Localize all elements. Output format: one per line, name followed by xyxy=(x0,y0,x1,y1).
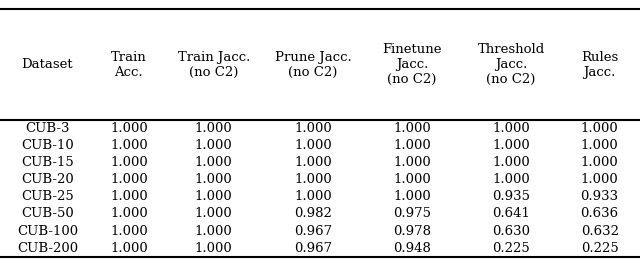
Text: 1.000: 1.000 xyxy=(110,190,148,203)
Text: 1.000: 1.000 xyxy=(294,156,332,169)
Text: Train
Acc.: Train Acc. xyxy=(111,51,147,78)
Text: CUB-15: CUB-15 xyxy=(21,156,74,169)
Text: 1.000: 1.000 xyxy=(580,139,618,152)
Text: CUB-200: CUB-200 xyxy=(17,242,78,255)
Text: Dataset: Dataset xyxy=(22,58,73,71)
Text: 1.000: 1.000 xyxy=(580,173,618,186)
Text: 1.000: 1.000 xyxy=(110,173,148,186)
Text: 0.641: 0.641 xyxy=(492,207,530,221)
Text: 1.000: 1.000 xyxy=(393,139,431,152)
Text: CUB-50: CUB-50 xyxy=(21,207,74,221)
Text: 1.000: 1.000 xyxy=(492,139,530,152)
Text: 0.935: 0.935 xyxy=(492,190,530,203)
Text: 0.967: 0.967 xyxy=(294,225,332,238)
Text: 1.000: 1.000 xyxy=(195,242,233,255)
Text: 1.000: 1.000 xyxy=(195,190,233,203)
Text: 1.000: 1.000 xyxy=(492,156,530,169)
Text: 1.000: 1.000 xyxy=(195,173,233,186)
Text: 1.000: 1.000 xyxy=(492,122,530,135)
Text: 1.000: 1.000 xyxy=(195,225,233,238)
Text: 1.000: 1.000 xyxy=(110,225,148,238)
Text: Threshold
Jacc.
(no C2): Threshold Jacc. (no C2) xyxy=(477,43,545,86)
Text: 1.000: 1.000 xyxy=(294,139,332,152)
Text: 0.630: 0.630 xyxy=(492,225,530,238)
Text: 1.000: 1.000 xyxy=(294,122,332,135)
Text: 1.000: 1.000 xyxy=(110,139,148,152)
Text: 0.978: 0.978 xyxy=(393,225,431,238)
Text: 1.000: 1.000 xyxy=(110,122,148,135)
Text: CUB-3: CUB-3 xyxy=(25,122,70,135)
Text: Rules
Jacc.: Rules Jacc. xyxy=(581,51,618,78)
Text: Train Jacc.
(no C2): Train Jacc. (no C2) xyxy=(178,51,250,78)
Text: 1.000: 1.000 xyxy=(492,173,530,186)
Text: 1.000: 1.000 xyxy=(393,190,431,203)
Text: 1.000: 1.000 xyxy=(110,156,148,169)
Text: 0.948: 0.948 xyxy=(393,242,431,255)
Text: 1.000: 1.000 xyxy=(110,207,148,221)
Text: 0.632: 0.632 xyxy=(580,225,619,238)
Text: 1.000: 1.000 xyxy=(580,156,618,169)
Text: 1.000: 1.000 xyxy=(195,122,233,135)
Text: 0.975: 0.975 xyxy=(393,207,431,221)
Text: 1.000: 1.000 xyxy=(393,122,431,135)
Text: 0.933: 0.933 xyxy=(580,190,619,203)
Text: 1.000: 1.000 xyxy=(195,207,233,221)
Text: 0.636: 0.636 xyxy=(580,207,619,221)
Text: Finetune
Jacc.
(no C2): Finetune Jacc. (no C2) xyxy=(382,43,442,86)
Text: Prune Jacc.
(no C2): Prune Jacc. (no C2) xyxy=(275,51,351,78)
Text: 1.000: 1.000 xyxy=(195,139,233,152)
Text: 1.000: 1.000 xyxy=(580,122,618,135)
Text: 0.225: 0.225 xyxy=(492,242,530,255)
Text: CUB-10: CUB-10 xyxy=(21,139,74,152)
Text: 0.982: 0.982 xyxy=(294,207,332,221)
Text: 1.000: 1.000 xyxy=(294,190,332,203)
Text: 0.967: 0.967 xyxy=(294,242,332,255)
Text: 1.000: 1.000 xyxy=(195,156,233,169)
Text: CUB-20: CUB-20 xyxy=(21,173,74,186)
Text: 1.000: 1.000 xyxy=(110,242,148,255)
Text: CUB-25: CUB-25 xyxy=(21,190,74,203)
Text: 0.225: 0.225 xyxy=(580,242,618,255)
Text: 1.000: 1.000 xyxy=(393,156,431,169)
Text: 1.000: 1.000 xyxy=(294,173,332,186)
Text: CUB-100: CUB-100 xyxy=(17,225,78,238)
Text: 1.000: 1.000 xyxy=(393,173,431,186)
